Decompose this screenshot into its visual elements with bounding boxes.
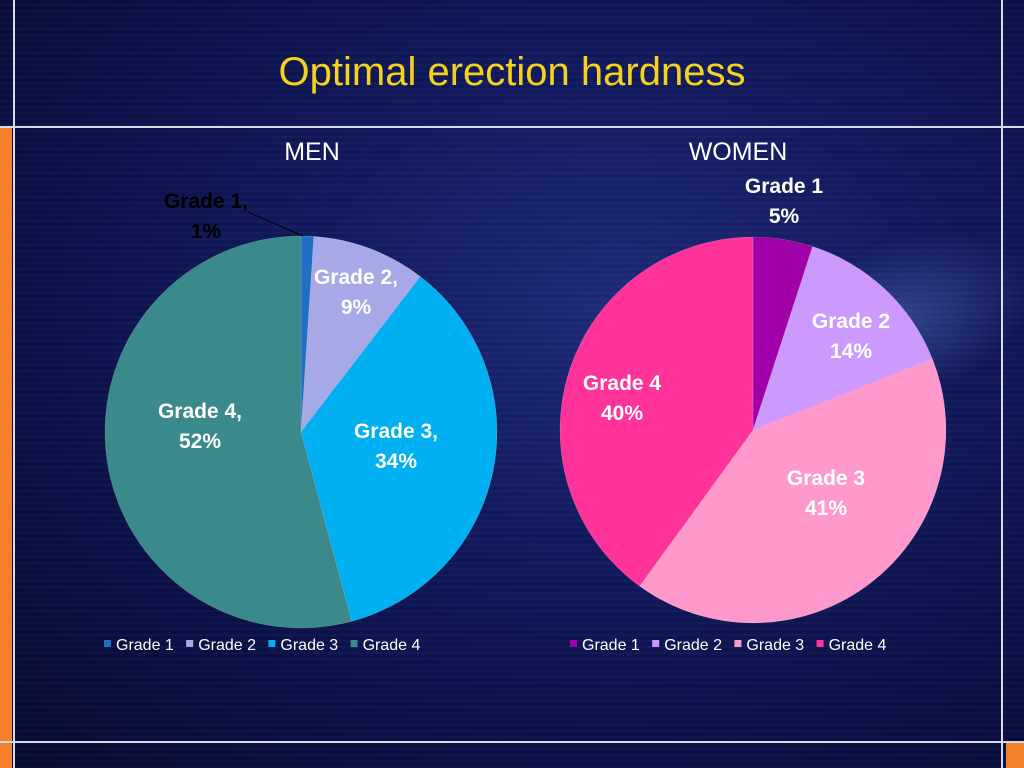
legend-item-grade-2: Grade 2: [198, 637, 256, 654]
legend-swatch: [652, 640, 660, 647]
data-label-grade-4: Grade 4 40%: [583, 372, 662, 425]
slide-title: Optimal erection hardness: [278, 50, 746, 94]
data-label-grade-1: Grade 1 5%: [745, 175, 824, 228]
legend-swatch: [734, 640, 742, 647]
pie-slice-grade-2: [752, 246, 933, 431]
leader-line: [247, 211, 304, 237]
pie-slice-grade-4: [104, 235, 353, 629]
men-pie-chart: MEN Grade 1, 1% Grade 2, 9% Grade 3, 34% Grade …: [104, 138, 498, 654]
legend-item-grade-2: Grade 2: [664, 637, 722, 654]
legend-swatch: [268, 640, 276, 647]
pie-slice-grade-4: [559, 236, 754, 587]
data-label-grade-3: Grade 3 41%: [787, 467, 865, 520]
pie-slice-grade-2: [300, 236, 421, 433]
legend-item-grade-4: Grade 4: [829, 637, 887, 654]
data-label-grade-3: Grade 3, 34%: [354, 420, 438, 473]
right-orange-accent: [1006, 742, 1024, 768]
chart-title: WOMEN: [689, 138, 788, 166]
legend-item-grade-1: Grade 1: [116, 637, 174, 654]
legend-swatch: [186, 640, 194, 647]
pie-slice-grade-1: [300, 235, 315, 433]
left-border-line: [13, 0, 15, 768]
data-label-grade-1: Grade 1, 1%: [164, 190, 248, 243]
legend-swatch: [570, 640, 577, 647]
pie-slice-grade-1: [752, 236, 813, 431]
legend-swatch: [816, 640, 824, 647]
data-label-grade-2: Grade 2, 9%: [314, 266, 398, 319]
header-divider-line: [0, 126, 1024, 128]
legend-item-grade-1: Grade 1: [582, 637, 640, 654]
data-label-grade-2: Grade 2 14%: [812, 310, 890, 363]
pie-slice-grade-3: [639, 358, 947, 624]
footer-divider-line: [0, 741, 1024, 743]
legend-item-grade-3: Grade 3: [746, 637, 804, 654]
right-border-line: [1001, 0, 1003, 768]
legend-swatch: [350, 640, 358, 647]
pie-slice-grade-3: [300, 276, 498, 622]
legend-swatch: [104, 640, 111, 647]
chart-title: MEN: [284, 138, 340, 166]
data-label-grade-4: Grade 4, 52%: [158, 400, 242, 453]
legend-item-grade-4: Grade 4: [363, 637, 421, 654]
left-orange-accent: [0, 128, 12, 768]
legend-item-grade-3: Grade 3: [280, 637, 338, 654]
women-pie-chart: WOMEN Grade 1 5% Grade 2 14% Grade 3 41% Grade …: [559, 138, 947, 654]
